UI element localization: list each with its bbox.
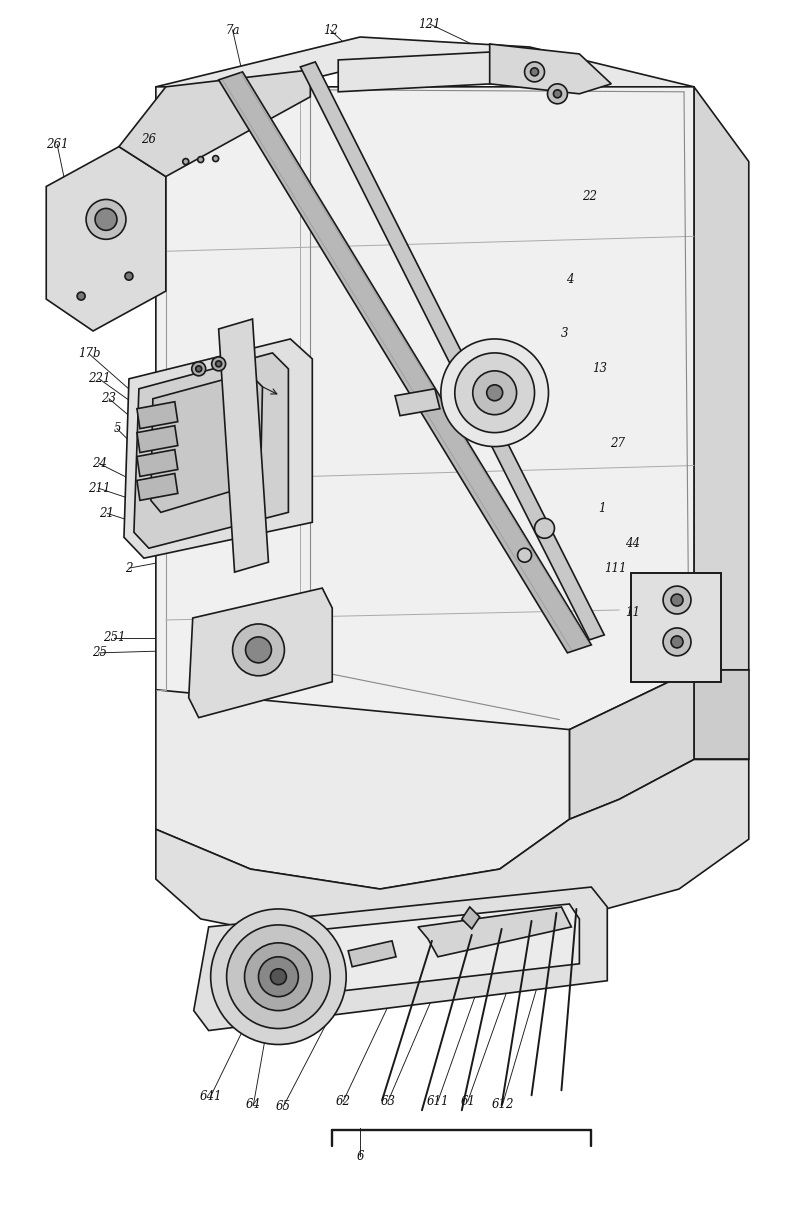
Circle shape — [212, 356, 226, 371]
Polygon shape — [151, 372, 262, 512]
Circle shape — [663, 586, 691, 614]
Text: 121: 121 — [418, 17, 441, 31]
Polygon shape — [137, 402, 178, 429]
Polygon shape — [694, 87, 749, 670]
Polygon shape — [490, 44, 611, 94]
Polygon shape — [462, 906, 480, 929]
Text: 62: 62 — [336, 1095, 350, 1107]
Polygon shape — [156, 37, 694, 116]
Circle shape — [518, 549, 531, 562]
Circle shape — [270, 969, 286, 985]
Text: 25: 25 — [91, 647, 106, 659]
Circle shape — [441, 339, 549, 447]
Circle shape — [530, 67, 538, 76]
Circle shape — [216, 361, 222, 366]
Circle shape — [547, 83, 567, 104]
Polygon shape — [348, 941, 396, 967]
Circle shape — [554, 89, 562, 98]
Text: 24: 24 — [91, 457, 106, 470]
Circle shape — [77, 292, 85, 300]
Polygon shape — [156, 760, 749, 949]
Polygon shape — [570, 670, 694, 820]
Text: 7a: 7a — [226, 23, 240, 37]
Polygon shape — [694, 670, 749, 760]
Polygon shape — [124, 339, 312, 559]
Text: 13: 13 — [592, 363, 607, 375]
Text: 26: 26 — [142, 134, 156, 146]
Circle shape — [671, 636, 683, 648]
Text: 5: 5 — [114, 423, 121, 435]
Polygon shape — [156, 690, 570, 889]
Circle shape — [198, 157, 204, 163]
Polygon shape — [137, 450, 178, 477]
Text: 64: 64 — [246, 1098, 261, 1111]
Circle shape — [486, 385, 502, 401]
Text: 611: 611 — [426, 1095, 449, 1107]
Polygon shape — [194, 887, 607, 1030]
Text: 11: 11 — [625, 606, 640, 620]
Circle shape — [245, 943, 312, 1011]
Circle shape — [525, 62, 545, 82]
Circle shape — [455, 353, 534, 432]
Text: 2: 2 — [125, 561, 133, 575]
Circle shape — [671, 594, 683, 606]
Circle shape — [210, 909, 346, 1045]
Text: 23: 23 — [102, 392, 117, 405]
Circle shape — [192, 361, 206, 376]
Circle shape — [226, 925, 330, 1029]
Text: 17b: 17b — [78, 348, 100, 360]
Circle shape — [182, 158, 189, 164]
Text: 27: 27 — [610, 437, 625, 450]
Circle shape — [86, 200, 126, 239]
Text: 21: 21 — [99, 507, 114, 519]
Polygon shape — [300, 62, 604, 639]
Text: 61: 61 — [460, 1095, 475, 1107]
Text: 4: 4 — [566, 273, 573, 285]
Polygon shape — [134, 353, 288, 549]
Text: 1: 1 — [598, 502, 606, 514]
Text: 251: 251 — [102, 631, 126, 644]
Polygon shape — [218, 72, 591, 653]
Circle shape — [213, 156, 218, 162]
Text: 12: 12 — [322, 23, 338, 37]
Polygon shape — [221, 904, 579, 1003]
Circle shape — [233, 624, 285, 676]
Text: 3: 3 — [561, 327, 568, 341]
Circle shape — [95, 208, 117, 230]
Text: 612: 612 — [491, 1098, 514, 1111]
Polygon shape — [137, 425, 178, 452]
Circle shape — [196, 366, 202, 372]
Text: 111: 111 — [604, 561, 626, 575]
Polygon shape — [218, 318, 269, 572]
Polygon shape — [338, 50, 530, 92]
Text: 641: 641 — [199, 1090, 222, 1102]
Circle shape — [258, 957, 298, 997]
Polygon shape — [189, 588, 332, 718]
Text: 44: 44 — [625, 537, 640, 550]
Circle shape — [473, 371, 517, 415]
Text: 22: 22 — [582, 190, 597, 203]
Text: 6: 6 — [356, 1149, 364, 1163]
Text: 221: 221 — [88, 372, 110, 386]
Polygon shape — [418, 906, 571, 957]
Polygon shape — [156, 87, 694, 760]
Text: 261: 261 — [46, 138, 69, 151]
Polygon shape — [119, 70, 310, 176]
Circle shape — [125, 272, 133, 281]
Polygon shape — [46, 147, 166, 331]
Text: 211: 211 — [88, 481, 110, 495]
Polygon shape — [137, 474, 178, 500]
Text: 65: 65 — [276, 1100, 291, 1112]
Text: 63: 63 — [381, 1095, 395, 1107]
Circle shape — [663, 628, 691, 655]
Circle shape — [246, 637, 271, 663]
Circle shape — [534, 518, 554, 538]
Polygon shape — [631, 573, 721, 682]
Polygon shape — [395, 388, 440, 415]
